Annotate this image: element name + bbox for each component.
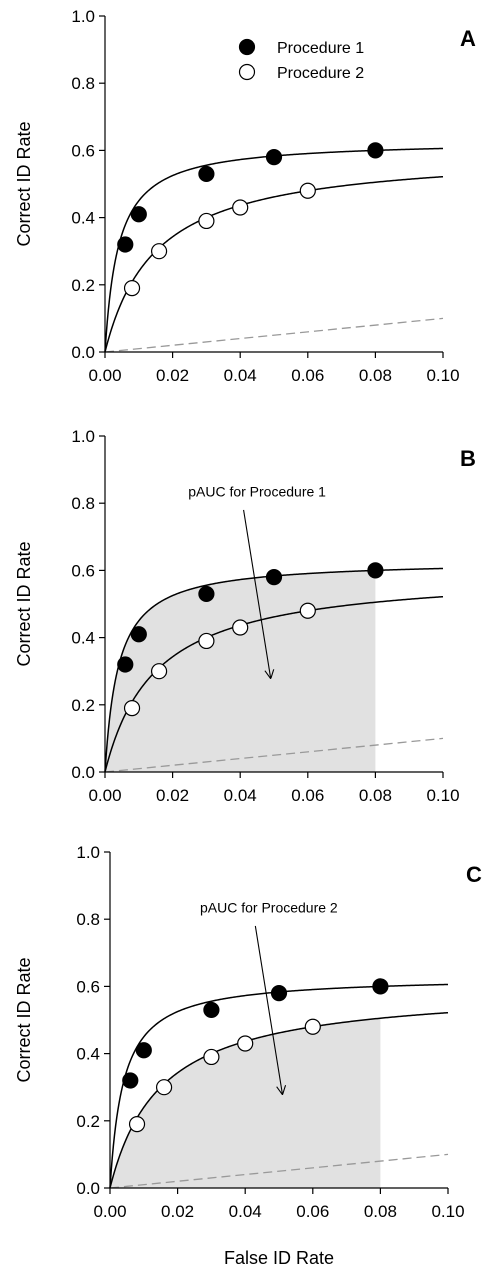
y-tick-label: 0.4 — [71, 629, 95, 648]
x-tick-label: 0.00 — [88, 786, 121, 805]
data-point-procedure-1 — [203, 1001, 220, 1019]
data-point-procedure-1 — [270, 985, 288, 1002]
chart-panel-c: 0.0 0.2 0.4 0.6 0.8 1.0 0.00 0.02 0.04 0.06 0.08 0.… — [14, 843, 482, 1268]
chart-panel-a: 0.0 0.2 0.4 0.6 0.8 1.0 0.00 0.02 0.04 0.06 0.08 0.… — [14, 7, 476, 385]
chance-line — [104, 737, 444, 773]
y-tick-label: 0.2 — [71, 276, 95, 295]
data-point-procedure-2 — [299, 182, 316, 199]
data-point-procedure-2 — [155, 1079, 173, 1096]
x-tick-label: 0.06 — [296, 1202, 329, 1221]
x-tick-label: 0.04 — [229, 1202, 262, 1221]
y-tick-label: 0.8 — [76, 910, 100, 929]
pauc-shaded-area — [110, 1018, 381, 1188]
x-tick-label: 0.10 — [426, 366, 459, 385]
data-point-procedure-2 — [237, 1035, 254, 1052]
pauc-shaded-area — [105, 570, 376, 772]
y-tick-label: 0.4 — [76, 1045, 100, 1064]
data-point-procedure-1 — [122, 1072, 139, 1089]
data-point-procedure-2 — [150, 243, 168, 260]
y-tick-label: 0.2 — [71, 696, 95, 715]
data-point-procedure-2 — [123, 700, 141, 717]
pauc-annotation-label: pAUC for Procedure 2 — [200, 899, 338, 915]
data-point-procedure-1 — [130, 626, 147, 643]
x-tick-label: 0.04 — [224, 366, 257, 385]
data-point-procedure-1 — [367, 562, 384, 579]
y-tick-label: 0.8 — [71, 74, 95, 93]
x-tick-label: 0.06 — [291, 366, 324, 385]
x-tick-label: 0.10 — [431, 1202, 464, 1221]
x-axis-label: False ID Rate — [224, 1248, 334, 1268]
y-tick-label: 0.4 — [71, 209, 95, 228]
pauc-annotation-arrow — [243, 509, 271, 678]
y-tick-label: 0.8 — [71, 494, 95, 513]
legend-marker — [238, 63, 256, 81]
data-point-procedure-1 — [135, 1042, 152, 1059]
x-tick-label: 0.02 — [156, 786, 189, 805]
chart-panel-b: 0.0 0.2 0.4 0.6 0.8 1.0 0.00 0.02 0.04 0.06 0.08 0.… — [14, 427, 476, 805]
chance-line — [104, 317, 444, 353]
data-point-procedure-1 — [265, 569, 283, 586]
data-point-procedure-1 — [117, 236, 134, 253]
data-point-procedure-1 — [372, 978, 389, 995]
data-point-procedure-1 — [367, 142, 384, 159]
y-axis-label: Correct ID Rate — [14, 121, 34, 246]
pauc-annotation-arrow — [254, 925, 282, 1094]
x-tick-label: 0.08 — [359, 366, 392, 385]
fit-curve-procedure-2 — [104, 175, 444, 353]
x-tick-label: 0.00 — [93, 1202, 126, 1221]
y-tick-label: 0.6 — [71, 141, 95, 160]
panel-label: B — [460, 446, 476, 471]
data-point-procedure-2 — [232, 619, 249, 636]
y-tick-label: 0.0 — [71, 343, 95, 362]
x-tick-label: 0.04 — [224, 786, 257, 805]
panel-label: A — [460, 26, 476, 51]
y-axis-label: Correct ID Rate — [14, 541, 34, 666]
pauc-annotation-label: pAUC for Procedure 1 — [188, 483, 326, 499]
x-tick-label: 0.02 — [161, 1202, 194, 1221]
data-point-procedure-2 — [123, 280, 141, 297]
data-point-procedure-2 — [299, 602, 316, 619]
x-tick-label: 0.02 — [156, 366, 189, 385]
data-point-procedure-2 — [198, 212, 215, 230]
data-point-procedure-2 — [232, 199, 249, 216]
y-tick-label: 0.6 — [76, 977, 100, 996]
legend-marker — [238, 38, 256, 56]
y-tick-label: 0.2 — [76, 1112, 100, 1131]
y-tick-label: 1.0 — [71, 7, 95, 26]
y-axis-label: Correct ID Rate — [14, 957, 34, 1082]
y-tick-label: 1.0 — [71, 427, 95, 446]
data-point-procedure-1 — [198, 165, 215, 183]
panel-label: C — [466, 862, 482, 887]
data-point-procedure-2 — [128, 1116, 146, 1133]
data-point-procedure-2 — [203, 1048, 220, 1066]
x-tick-label: 0.08 — [364, 1202, 397, 1221]
data-point-procedure-2 — [150, 663, 168, 680]
x-tick-label: 0.00 — [88, 366, 121, 385]
y-tick-label: 0.0 — [76, 1179, 100, 1198]
legend-label: Procedure 2 — [277, 65, 364, 82]
data-point-procedure-1 — [130, 206, 147, 223]
y-tick-label: 1.0 — [76, 843, 100, 862]
data-point-procedure-1 — [198, 585, 215, 603]
data-point-procedure-2 — [304, 1018, 321, 1035]
data-point-procedure-1 — [117, 656, 134, 673]
y-tick-label: 0.6 — [71, 561, 95, 580]
y-tick-label: 0.0 — [71, 763, 95, 782]
x-tick-label: 0.06 — [291, 786, 324, 805]
x-tick-label: 0.10 — [426, 786, 459, 805]
x-tick-label: 0.08 — [359, 786, 392, 805]
legend-label: Procedure 1 — [277, 40, 364, 57]
data-point-procedure-1 — [265, 149, 283, 166]
data-point-procedure-2 — [198, 632, 215, 650]
chance-line — [109, 1153, 449, 1189]
